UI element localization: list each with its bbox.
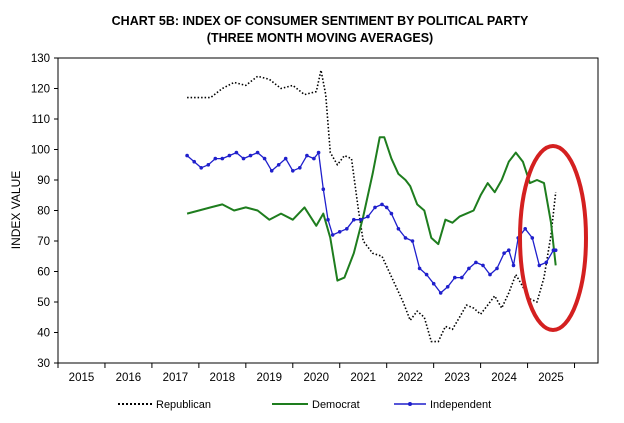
data-point-independent: [248, 153, 253, 158]
x-tick-label: 2017: [163, 372, 189, 384]
data-point-independent: [410, 239, 415, 243]
y-tick-label: 90: [37, 175, 50, 187]
data-point-independent: [291, 169, 295, 173]
series-layer: [185, 69, 558, 343]
data-point-independent: [389, 211, 394, 216]
data-point-independent: [373, 205, 377, 210]
data-point-independent: [337, 230, 342, 234]
data-point-independent: [537, 263, 542, 268]
data-point-independent: [424, 272, 429, 277]
y-tick-label: 70: [37, 236, 50, 248]
highlight-ellipse: [518, 144, 588, 332]
y-tick-label: 130: [31, 53, 50, 65]
data-point-independent: [206, 163, 211, 167]
y-tick-label: 110: [32, 114, 50, 126]
data-point-independent: [359, 217, 363, 222]
data-point-independent: [276, 163, 281, 167]
data-point-independent: [511, 263, 516, 268]
chart-title: CHART 5B: INDEX OF CONSUMER SENTIMENT BY…: [112, 14, 529, 28]
x-tick-label: 2024: [491, 372, 517, 384]
data-point-independent: [255, 150, 260, 155]
y-tick-label: 60: [37, 267, 50, 279]
data-point-independent: [431, 281, 436, 286]
series-line-independent: [186, 151, 556, 294]
data-point-independent: [234, 150, 239, 155]
data-point-independent: [220, 156, 225, 161]
y-tick-label: 100: [31, 145, 50, 157]
data-point-independent: [481, 263, 485, 268]
x-tick-label: 2018: [210, 372, 236, 384]
data-point-independent: [460, 275, 464, 280]
data-point-independent: [312, 156, 316, 161]
plot-area: [57, 57, 599, 364]
y-axis-label: INDEX VALUE: [9, 171, 23, 249]
legend-label-republican: Republican: [156, 399, 211, 411]
x-tick-label: 2015: [69, 372, 95, 384]
data-point-independent: [199, 166, 203, 170]
data-point-independent: [366, 214, 370, 219]
data-point-independent: [305, 153, 309, 158]
data-point-independent: [438, 291, 443, 295]
data-point-independent: [269, 169, 274, 173]
y-tick-label: 50: [37, 297, 50, 309]
legend-label-democrat: Democrat: [312, 399, 360, 411]
y-tick-label: 120: [31, 84, 50, 96]
data-point-independent: [352, 217, 356, 222]
y-axis: 30 40 50 60 70 80 90 100 110 120 130: [31, 53, 58, 370]
data-point-independent: [488, 272, 492, 277]
data-point-independent: [227, 153, 232, 158]
data-point-independent: [445, 285, 450, 289]
data-point-independent: [530, 236, 535, 240]
data-point-independent: [330, 233, 335, 237]
legend: Republican Democrat Independent: [118, 399, 491, 411]
data-point-independent: [241, 156, 246, 161]
data-point-independent: [321, 187, 326, 191]
x-tick-label: 2021: [350, 372, 376, 384]
data-point-independent: [396, 227, 401, 231]
x-tick-label: 2016: [116, 372, 142, 384]
data-point-independent: [192, 159, 196, 164]
data-point-independent: [453, 275, 457, 280]
data-point-independent: [185, 153, 189, 158]
series-line-democrat: [186, 136, 557, 282]
x-tick-label: 2022: [397, 372, 423, 384]
data-point-independent: [495, 266, 499, 271]
data-point-independent: [523, 227, 527, 231]
x-tick-label: 2025: [538, 372, 564, 384]
legend-item-democrat: Democrat: [272, 399, 360, 411]
data-point-independent: [316, 150, 321, 155]
data-point-independent: [544, 260, 549, 265]
legend-item-independent: Independent: [394, 399, 491, 411]
data-point-independent: [283, 156, 288, 161]
data-point-independent: [553, 248, 558, 252]
data-point-independent: [326, 217, 330, 222]
data-point-independent: [262, 156, 267, 161]
x-tick-label: 2020: [303, 372, 329, 384]
data-point-independent: [384, 205, 389, 210]
data-point-independent: [298, 166, 302, 170]
legend-item-republican: Republican: [118, 399, 211, 411]
x-axis: 2015 2016 2017 2018 2019 2020 2021 2022 2023 2024…: [57, 363, 576, 384]
data-point-independent: [345, 227, 349, 231]
data-point-independent: [380, 202, 384, 207]
y-tick-label: 80: [37, 206, 50, 218]
data-point-independent: [474, 260, 478, 265]
legend-label-independent: Independent: [430, 399, 491, 411]
data-point-independent: [417, 266, 422, 271]
y-tick-label: 30: [37, 358, 50, 370]
series-line-republican: [187, 69, 557, 343]
y-tick-label: 40: [37, 328, 50, 340]
chart-subtitle: (THREE MONTH MOVING AVERAGES): [207, 31, 433, 45]
data-point-independent: [467, 266, 471, 271]
x-tick-label: 2023: [444, 372, 470, 384]
data-point-independent: [403, 236, 408, 240]
x-tick-label: 2019: [257, 372, 283, 384]
data-point-independent: [507, 248, 511, 252]
data-point-independent: [213, 156, 218, 161]
data-point-independent: [502, 251, 506, 255]
